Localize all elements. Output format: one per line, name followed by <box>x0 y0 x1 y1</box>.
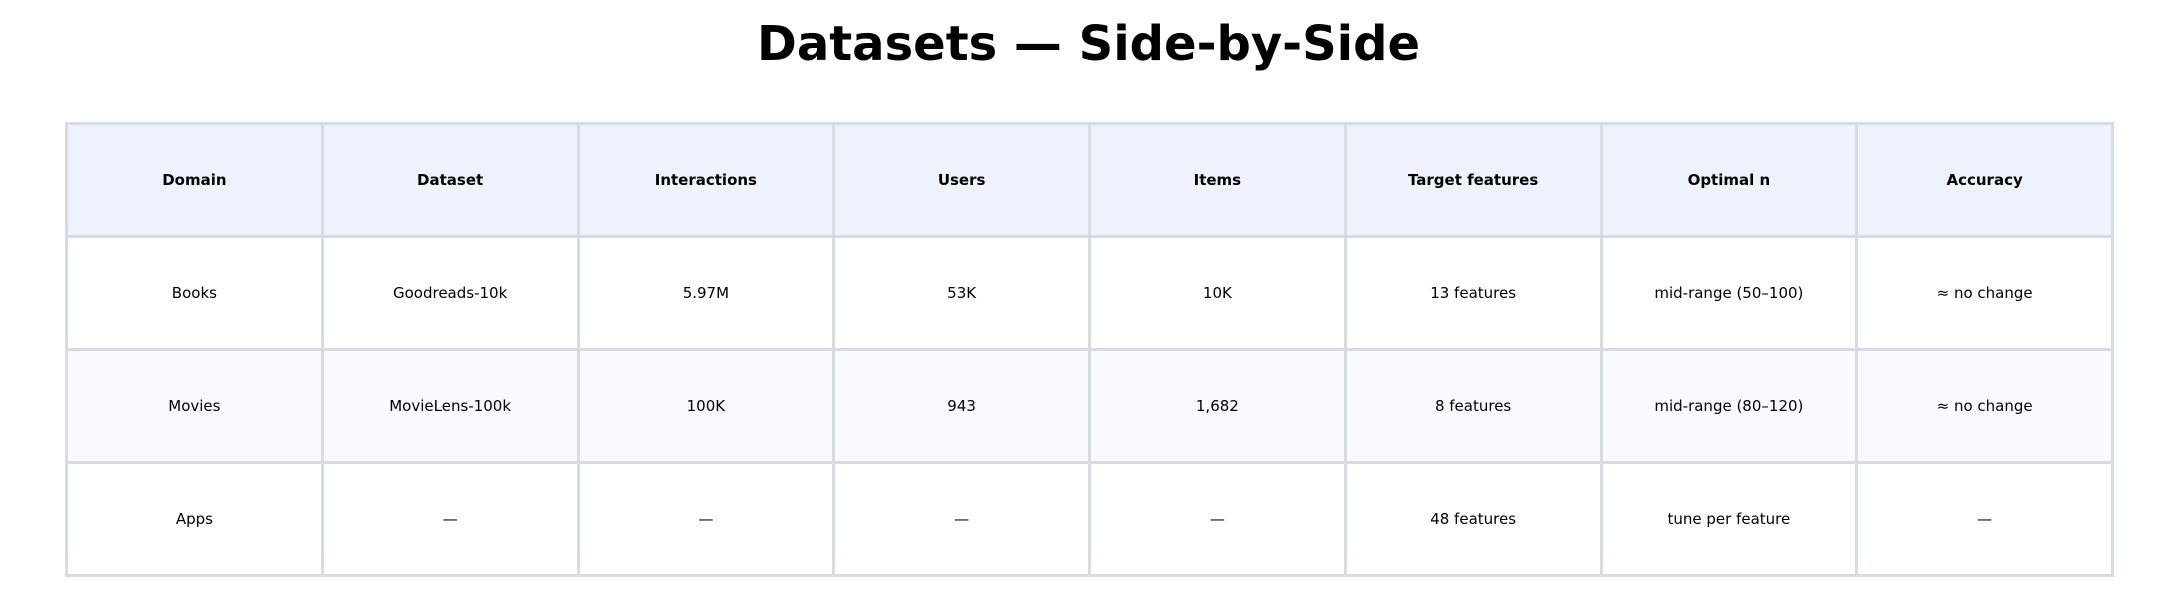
column-header-domain: Domain <box>65 122 324 238</box>
table-cell: 1,682 <box>1088 348 1347 464</box>
table-cell: ≈ no change <box>1855 235 2114 351</box>
table-cell: ≈ no change <box>1855 348 2114 464</box>
table-cell: MovieLens-100k <box>320 348 580 464</box>
table-cell: 8 features <box>1343 348 1603 464</box>
chart-title: Datasets — Side-by-Side <box>757 16 1420 72</box>
table-cell: — <box>320 461 580 577</box>
table-cell: 10K <box>1088 235 1347 351</box>
column-header-accuracy: Accuracy <box>1855 122 2114 238</box>
table-cell: mid-range (80–120) <box>1599 348 1859 464</box>
column-header-interactions: Interactions <box>576 122 836 238</box>
column-header-items: Items <box>1088 122 1347 238</box>
table-cell: mid-range (50–100) <box>1599 235 1859 351</box>
table-cell: 5.97M <box>576 235 836 351</box>
table-cell: 48 features <box>1343 461 1603 577</box>
table-cell: — <box>576 461 836 577</box>
column-header-dataset: Dataset <box>320 122 580 238</box>
table-row: Movies MovieLens-100k 100K 943 1,682 8 f… <box>65 348 2114 464</box>
table-cell: 943 <box>832 348 1091 464</box>
datasets-table: Domain Dataset Interactions Users Items … <box>65 122 2114 577</box>
table-cell: Books <box>65 235 324 351</box>
column-header-users: Users <box>832 122 1091 238</box>
table-cell: — <box>832 461 1091 577</box>
header-row: Domain Dataset Interactions Users Items … <box>65 122 2114 238</box>
table-cell: Movies <box>65 348 324 464</box>
table-cell: 100K <box>576 348 836 464</box>
table-cell: Goodreads-10k <box>320 235 580 351</box>
column-header-optimal-n: Optimal n <box>1599 122 1859 238</box>
table-row: Apps — — — — 48 features tune per featur… <box>65 461 2114 577</box>
table-cell: Apps <box>65 461 324 577</box>
table-cell: 53K <box>832 235 1091 351</box>
table-cell: 13 features <box>1343 235 1603 351</box>
table-row: Books Goodreads-10k 5.97M 53K 10K 13 fea… <box>65 235 2114 351</box>
datasets-table-container: Domain Dataset Interactions Users Items … <box>65 122 2114 577</box>
table-cell: — <box>1088 461 1347 577</box>
column-header-target-features: Target features <box>1343 122 1603 238</box>
table-cell: tune per feature <box>1599 461 1859 577</box>
table-cell: — <box>1855 461 2114 577</box>
